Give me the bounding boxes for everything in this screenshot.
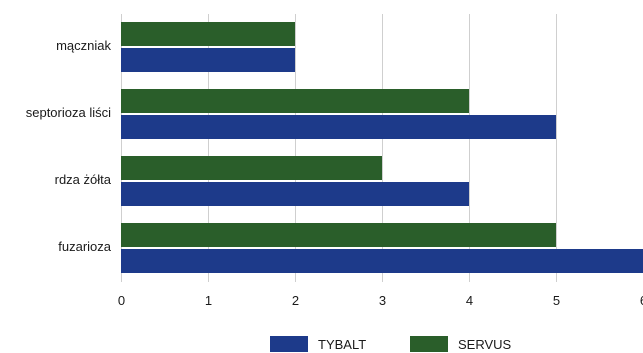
bar-tybalt-maczniak [121, 48, 295, 72]
category-labels: mączniak septorioza liści rdza żółta fuzari… [26, 38, 112, 254]
category-label-fuzarioza: fuzarioza [58, 239, 112, 254]
bar-servus-septorioza-lisci [121, 89, 469, 113]
bar-tybalt-rdza-zolta [121, 182, 469, 206]
x-tick-label-1: 1 [205, 293, 212, 308]
bar-tybalt-fuzarioza [121, 249, 643, 273]
x-tick-label-4: 4 [466, 293, 473, 308]
legend-swatch-servus [410, 336, 448, 352]
x-tick-label-2: 2 [292, 293, 299, 308]
legend-swatch-tybalt [270, 336, 308, 352]
bars [121, 22, 643, 273]
category-label-maczniak: mączniak [56, 38, 111, 53]
x-tick-label-0: 0 [118, 293, 125, 308]
category-label-septorioza-lisci: septorioza liści [26, 105, 111, 120]
x-tick-label-6: 6 [640, 293, 643, 308]
bar-servus-maczniak [121, 22, 295, 46]
bar-servus-rdza-zolta [121, 156, 382, 180]
x-tick-labels: 0 1 2 3 4 5 6 [118, 293, 643, 308]
legend-label-tybalt: TYBALT [318, 337, 366, 352]
bar-tybalt-septorioza-lisci [121, 115, 556, 139]
category-label-rdza-zolta: rdza żółta [55, 172, 112, 187]
legend-label-servus: SERVUS [458, 337, 512, 352]
legend: TYBALT SERVUS [270, 336, 512, 352]
bar-servus-fuzarioza [121, 223, 556, 247]
x-tick-label-5: 5 [553, 293, 560, 308]
x-tick-label-3: 3 [379, 293, 386, 308]
